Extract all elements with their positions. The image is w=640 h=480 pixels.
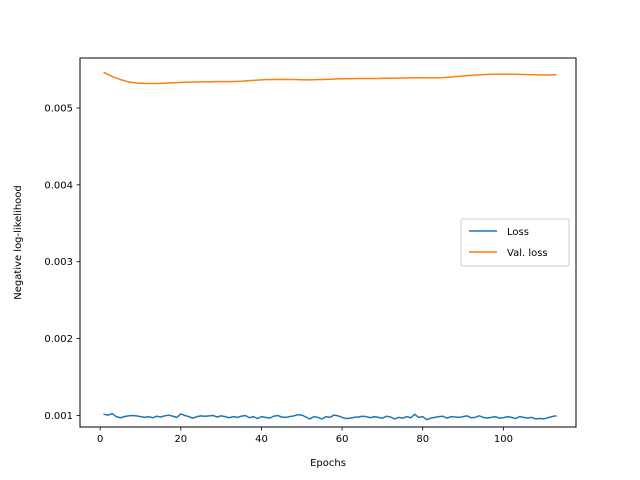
legend: Loss Val. loss — [460, 218, 570, 267]
y-tick-label: 0.001 — [44, 411, 73, 422]
y-axis-label: Negative log-likelihood — [13, 185, 24, 300]
x-axis-label: Epochs — [310, 458, 346, 469]
legend-label-val-loss: Val. loss — [507, 248, 548, 259]
axis-ticks: 0 20 40 60 80 100 0.001 0.002 0.003 0.004 0.005 — [44, 103, 513, 445]
x-tick-label: 0 — [97, 434, 103, 445]
series-line-val-loss — [103, 71, 557, 85]
y-tick-label: 0.002 — [44, 334, 73, 345]
legend-label-loss: Loss — [507, 227, 529, 238]
y-tick-label: 0.003 — [44, 257, 73, 268]
y-tick-label: 0.005 — [44, 103, 73, 114]
x-tick-label: 100 — [494, 434, 513, 445]
x-tick-label: 20 — [174, 434, 187, 445]
x-tick-label: 80 — [416, 434, 429, 445]
plot-area — [103, 71, 557, 421]
axes-frame — [79, 57, 577, 428]
x-tick-label: 40 — [255, 434, 268, 445]
series-line-loss — [103, 412, 557, 421]
x-tick-label: 60 — [336, 434, 349, 445]
y-tick-label: 0.004 — [44, 180, 73, 191]
